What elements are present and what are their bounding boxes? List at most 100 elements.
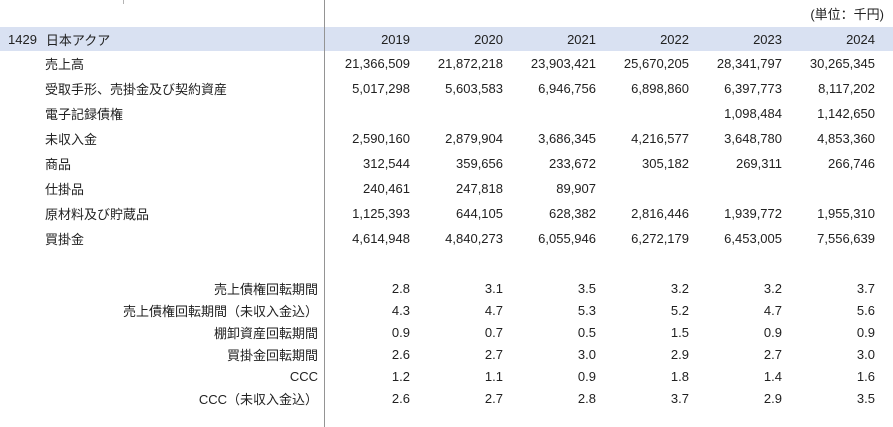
cell-value[interactable]: 0.9	[391, 324, 410, 340]
cell-value[interactable]: 1.2	[391, 368, 410, 384]
ticker-code: 1429	[8, 31, 37, 47]
cell-value[interactable]: 3.5	[577, 280, 596, 296]
cell-value[interactable]: 0.9	[577, 368, 596, 384]
cell-value[interactable]: 1,142,650	[817, 106, 875, 121]
cell-value[interactable]: 4,614,948	[352, 231, 410, 246]
cell-value[interactable]: 312,544	[363, 156, 410, 171]
cell-value[interactable]: 6,453,005	[724, 231, 782, 246]
row-label[interactable]: 原材料及び貯蔵品	[45, 207, 150, 222]
row-label[interactable]: 受取手形、売掛金及び契約資産	[45, 82, 228, 97]
row-label[interactable]: 商品	[45, 157, 72, 172]
company-header-cell[interactable]: 1429 日本アクア	[0, 30, 324, 49]
cell-value[interactable]: 2.7	[484, 346, 503, 362]
cell-value[interactable]: 2.8	[577, 390, 596, 406]
cell-value[interactable]: 6,898,860	[631, 81, 689, 96]
cell-value[interactable]: 247,818	[456, 181, 503, 196]
cell-value[interactable]: 5.3	[577, 302, 596, 318]
cell-value[interactable]: 21,872,218	[437, 56, 503, 71]
cell-value[interactable]: 3,686,345	[538, 131, 596, 146]
year-column-header[interactable]: 2020	[474, 31, 503, 47]
cell-value[interactable]: 4.7	[763, 302, 782, 318]
cell-value[interactable]: 4,216,577	[631, 131, 689, 146]
cell-value[interactable]: 1,939,772	[724, 206, 782, 221]
year-column-header[interactable]: 2024	[846, 31, 875, 47]
cell-value[interactable]: 1,955,310	[817, 206, 875, 221]
cell-value[interactable]: 21,366,509	[344, 56, 410, 71]
cell-value[interactable]: 30,265,345	[809, 56, 875, 71]
cell-value[interactable]: 0.7	[484, 324, 503, 340]
cell-value[interactable]: 1.5	[670, 324, 689, 340]
cell-value[interactable]: 4,853,360	[817, 131, 875, 146]
cell-value[interactable]: 5,603,583	[445, 81, 503, 96]
cell-value[interactable]: 6,272,179	[631, 231, 689, 246]
cell-value[interactable]: 305,182	[642, 156, 689, 171]
row-label[interactable]: 仕掛品	[45, 182, 85, 197]
cell-value[interactable]: 1.4	[763, 368, 782, 384]
cell-value[interactable]: 4,840,273	[445, 231, 503, 246]
cell-value[interactable]: 2.9	[670, 346, 689, 362]
cell-value[interactable]: 2.6	[391, 390, 410, 406]
cell-value[interactable]: 6,946,756	[538, 81, 596, 96]
cell-value[interactable]: 3,648,780	[724, 131, 782, 146]
cell-value[interactable]: 1.1	[484, 368, 503, 384]
year-column-header[interactable]: 2023	[753, 31, 782, 47]
cell-value[interactable]: 7,556,639	[817, 231, 875, 246]
row-label[interactable]: 売上高	[45, 57, 85, 72]
cell-value[interactable]: 2.7	[484, 390, 503, 406]
row-label[interactable]: 売上債権回転期間	[213, 281, 318, 297]
cell-value[interactable]: 25,670,205	[623, 56, 689, 71]
cell-value[interactable]: 2,816,446	[631, 206, 689, 221]
cell-value[interactable]: 2.6	[391, 346, 410, 362]
cell-value[interactable]: 1.6	[856, 368, 875, 384]
cell-value[interactable]: 5.6	[856, 302, 875, 318]
cell-value[interactable]: 1,098,484	[724, 106, 782, 121]
cell-value[interactable]: 5.2	[670, 302, 689, 318]
cell-value[interactable]: 4.3	[391, 302, 410, 318]
cell-value[interactable]: 3.2	[763, 280, 782, 296]
cell-value[interactable]: 0.5	[577, 324, 596, 340]
cell-value[interactable]: 6,055,946	[538, 231, 596, 246]
cell-value[interactable]: 0.9	[856, 324, 875, 340]
cell-value[interactable]: 628,382	[549, 206, 596, 221]
cell-value[interactable]: 3.2	[670, 280, 689, 296]
cell-value[interactable]: 266,746	[828, 156, 875, 171]
table-row: 売上債権回転期間（未収入金込） 4.3 4.7 5.3 5.2 4.7 5.6	[0, 299, 893, 321]
cell-value[interactable]: 2.7	[763, 346, 782, 362]
cell-value[interactable]: 23,903,421	[530, 56, 596, 71]
cell-value[interactable]: 233,672	[549, 156, 596, 171]
row-label[interactable]: CCC（未収入金込）	[198, 391, 318, 407]
cell-value[interactable]: 2.8	[391, 280, 410, 296]
cell-value[interactable]: 3.0	[856, 346, 875, 362]
cell-value[interactable]: 0.9	[763, 324, 782, 340]
cell-value[interactable]: 5,017,298	[352, 81, 410, 96]
cell-value[interactable]: 2,879,904	[445, 131, 503, 146]
cell-value[interactable]: 269,311	[735, 156, 782, 171]
cell-value[interactable]: 2,590,160	[352, 131, 410, 146]
cell-value[interactable]: 3.7	[856, 280, 875, 296]
row-label[interactable]: 未収入金	[45, 132, 98, 147]
cell-value[interactable]: 4.7	[484, 302, 503, 318]
row-label[interactable]: 買掛金回転期間	[226, 347, 318, 363]
cell-value[interactable]: 28,341,797	[716, 56, 782, 71]
cell-value[interactable]: 3.7	[670, 390, 689, 406]
row-label[interactable]: 棚卸資産回転期間	[213, 325, 318, 341]
cell-value[interactable]: 359,656	[456, 156, 503, 171]
row-label[interactable]: 売上債権回転期間（未収入金込）	[122, 303, 318, 319]
cell-value[interactable]: 1.8	[670, 368, 689, 384]
year-column-header[interactable]: 2021	[567, 31, 596, 47]
cell-value[interactable]: 3.5	[856, 390, 875, 406]
cell-value[interactable]: 2.9	[763, 390, 782, 406]
row-label[interactable]: 買掛金	[45, 232, 85, 247]
cell-value[interactable]: 3.0	[577, 346, 596, 362]
cell-value[interactable]: 8,117,202	[818, 81, 875, 96]
cell-value[interactable]: 6,397,773	[724, 81, 782, 96]
cell-value[interactable]: 240,461	[363, 181, 410, 196]
year-column-header[interactable]: 2022	[660, 31, 689, 47]
cell-value[interactable]: 89,907	[556, 181, 596, 196]
row-label[interactable]: CCC	[289, 368, 318, 384]
row-label[interactable]: 電子記録債権	[45, 107, 124, 122]
cell-value[interactable]: 3.1	[484, 280, 503, 296]
cell-value[interactable]: 1,125,393	[352, 206, 410, 221]
cell-value[interactable]: 644,105	[456, 206, 503, 221]
year-column-header[interactable]: 2019	[381, 31, 410, 47]
